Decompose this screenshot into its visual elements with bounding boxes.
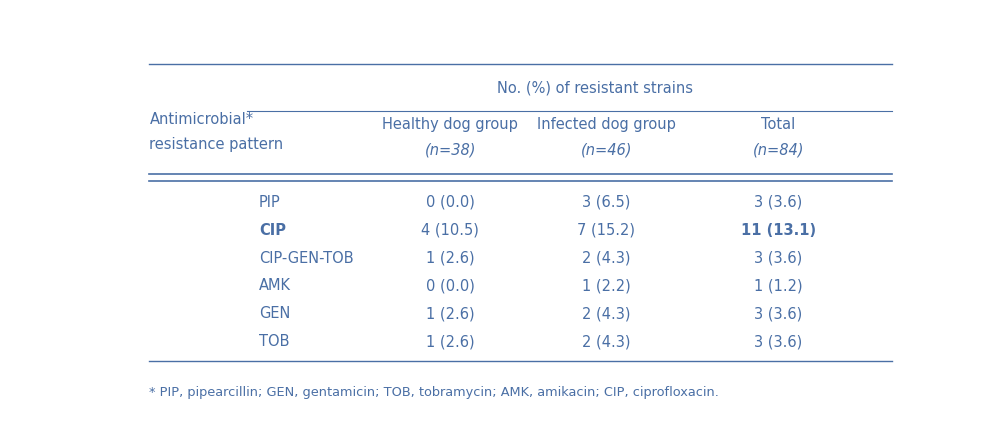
Text: Healthy dog group: Healthy dog group xyxy=(382,117,518,132)
Text: Antimicrobial*: Antimicrobial* xyxy=(149,112,254,127)
Text: (n=38): (n=38) xyxy=(424,142,476,157)
Text: 3 (3.6): 3 (3.6) xyxy=(754,194,802,210)
Text: 11 (13.1): 11 (13.1) xyxy=(741,222,815,238)
Text: 2 (4.3): 2 (4.3) xyxy=(583,306,631,321)
Text: 1 (2.6): 1 (2.6) xyxy=(426,306,475,321)
Text: 3 (6.5): 3 (6.5) xyxy=(583,194,631,210)
Text: AMK: AMK xyxy=(259,278,290,294)
Text: Infected dog group: Infected dog group xyxy=(537,117,676,132)
Text: resistance pattern: resistance pattern xyxy=(149,138,283,153)
Text: 1 (2.6): 1 (2.6) xyxy=(426,334,475,349)
Text: 4 (10.5): 4 (10.5) xyxy=(421,222,479,238)
Text: GEN: GEN xyxy=(259,306,290,321)
Text: CIP: CIP xyxy=(259,222,286,238)
Text: * PIP, pipearcillin; GEN, gentamicin; TOB, tobramycin; AMK, amikacin; CIP, cipro: * PIP, pipearcillin; GEN, gentamicin; TO… xyxy=(149,386,720,399)
Text: 1 (2.2): 1 (2.2) xyxy=(582,278,631,294)
Text: 2 (4.3): 2 (4.3) xyxy=(583,334,631,349)
Text: 1 (1.2): 1 (1.2) xyxy=(754,278,802,294)
Text: 0 (0.0): 0 (0.0) xyxy=(425,278,475,294)
Text: Total: Total xyxy=(761,117,795,132)
Text: 3 (3.6): 3 (3.6) xyxy=(754,250,802,266)
Text: 1 (2.6): 1 (2.6) xyxy=(426,250,475,266)
Text: (n=84): (n=84) xyxy=(753,142,804,157)
Text: TOB: TOB xyxy=(259,334,289,349)
Text: 7 (15.2): 7 (15.2) xyxy=(578,222,635,238)
Text: 2 (4.3): 2 (4.3) xyxy=(583,250,631,266)
Text: PIP: PIP xyxy=(259,194,280,210)
Text: (n=46): (n=46) xyxy=(581,142,632,157)
Text: 3 (3.6): 3 (3.6) xyxy=(754,334,802,349)
Text: CIP-GEN-TOB: CIP-GEN-TOB xyxy=(259,250,354,266)
Text: No. (%) of resistant strains: No. (%) of resistant strains xyxy=(497,80,692,95)
Text: 0 (0.0): 0 (0.0) xyxy=(425,194,475,210)
Text: 3 (3.6): 3 (3.6) xyxy=(754,306,802,321)
